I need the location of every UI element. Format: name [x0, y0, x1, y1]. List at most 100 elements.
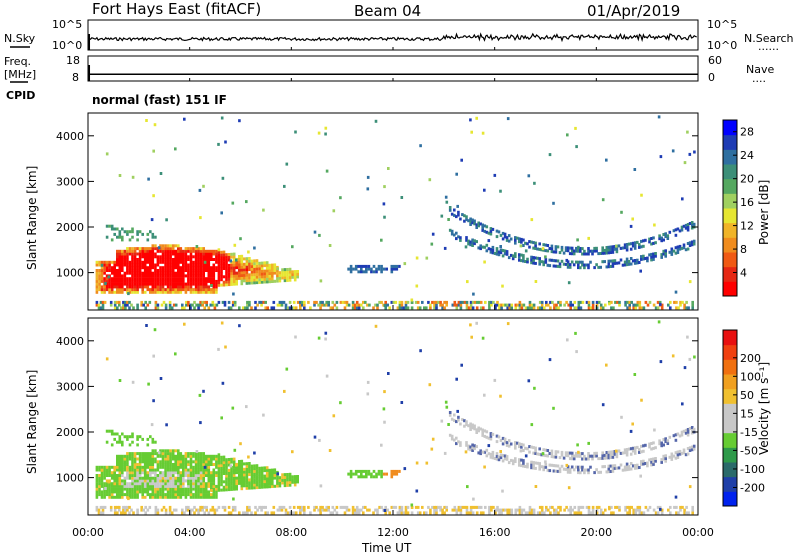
power-cell	[574, 126, 577, 130]
power-cell	[212, 263, 216, 267]
velocity-cell	[174, 454, 177, 458]
velocity-cell	[138, 471, 142, 475]
velocity-cell	[568, 457, 572, 461]
power-cell	[489, 247, 493, 251]
velocity-cell	[453, 413, 456, 417]
power-cell	[121, 290, 124, 294]
power-cell	[199, 258, 203, 261]
velocity-cell	[394, 505, 398, 509]
velocity-cell	[146, 465, 150, 469]
velocity-cell	[215, 484, 218, 488]
velocity-cell	[245, 481, 249, 485]
power-cell	[143, 266, 147, 270]
velocity-cell	[540, 465, 543, 469]
velocity-cell	[204, 487, 208, 491]
power-cell	[248, 278, 251, 282]
power-cell	[154, 282, 157, 286]
velocity-cell	[489, 434, 493, 438]
velocity-cell	[199, 482, 203, 486]
power-cell	[265, 280, 269, 284]
velocity-cell	[546, 468, 550, 472]
power-cell	[577, 245, 580, 249]
power-cell	[197, 277, 200, 281]
power-cell	[546, 263, 550, 267]
velocity-cell	[609, 453, 613, 457]
power-cell	[181, 306, 184, 310]
velocity-cell	[687, 511, 690, 515]
power-cell	[510, 306, 513, 310]
velocity-cell	[131, 493, 134, 497]
velocity-cell	[349, 475, 353, 479]
power-cell	[357, 270, 360, 274]
power-cell	[121, 274, 124, 278]
power-cell	[501, 249, 505, 252]
velocity-cell	[136, 457, 139, 461]
power-cell	[429, 306, 432, 310]
power-cell	[141, 271, 144, 275]
noise-trace	[88, 32, 697, 50]
power-cell	[613, 247, 617, 251]
velocity-cell	[177, 490, 180, 494]
power-cell	[416, 300, 420, 304]
power-cell	[98, 282, 101, 286]
velocity-cell	[255, 477, 259, 481]
power-cell	[357, 264, 360, 268]
velocity-cell	[343, 505, 347, 509]
power-cell	[146, 282, 150, 286]
power-cell	[210, 277, 213, 281]
power-cell	[194, 255, 198, 259]
velocity-cell	[632, 508, 635, 512]
velocity-cell	[365, 469, 368, 473]
velocity-cell	[282, 505, 286, 509]
power-cell	[288, 273, 292, 277]
velocity-cell	[475, 321, 478, 325]
velocity-cell	[222, 461, 226, 465]
power-cell	[118, 249, 122, 253]
velocity-cell	[136, 511, 139, 515]
date-label: 01/Apr/2019	[587, 2, 680, 20]
power-cell	[128, 285, 132, 289]
velocity-cell	[518, 463, 521, 467]
velocity-cell	[335, 505, 339, 509]
power-cell	[164, 266, 167, 270]
power-cell	[562, 251, 566, 255]
power-cell	[450, 212, 454, 216]
power-cell	[471, 241, 474, 245]
power-cell	[199, 271, 203, 275]
power-cell	[378, 300, 381, 304]
velocity-cell	[118, 495, 122, 499]
velocity-cell	[587, 511, 591, 515]
velocity-cell	[390, 472, 394, 476]
velocity-cell	[509, 458, 513, 462]
velocity-cell	[128, 493, 132, 497]
velocity-cell	[500, 508, 503, 512]
velocity-cell	[146, 443, 150, 447]
power-cell	[151, 252, 155, 256]
power-cell	[169, 271, 172, 275]
velocity-cell	[197, 479, 200, 483]
power-cell	[189, 266, 193, 270]
velocity-cell	[144, 511, 147, 515]
power-cell	[501, 284, 504, 288]
power-cell	[568, 263, 572, 267]
velocity-cell	[447, 423, 450, 426]
velocity-cell	[518, 445, 521, 449]
power-cell	[146, 285, 150, 289]
velocity-cell	[128, 487, 132, 491]
velocity-cell	[212, 482, 216, 486]
xtick-label-3: 12:00	[377, 526, 409, 539]
power-cell	[518, 303, 522, 307]
velocity-cell	[161, 479, 165, 483]
velocity-cell	[654, 511, 658, 515]
power-cell	[526, 260, 529, 264]
power-cell	[120, 306, 123, 310]
velocity-cell	[212, 468, 216, 472]
velocity-cell	[485, 430, 489, 434]
power-cell	[493, 252, 497, 255]
power-cell	[154, 303, 158, 307]
power-cell	[138, 266, 142, 270]
velocity-cell	[380, 505, 383, 509]
velocity-cell	[652, 460, 655, 464]
power-cell	[317, 131, 321, 135]
